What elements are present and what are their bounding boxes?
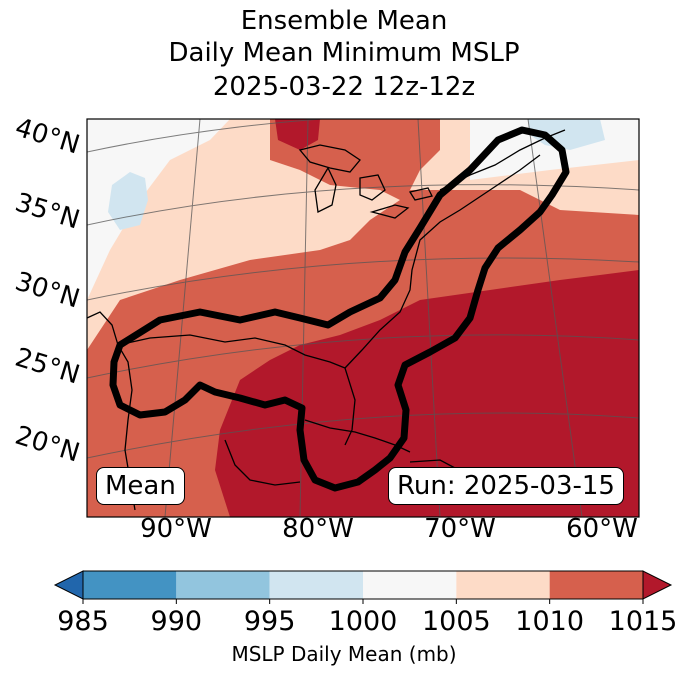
highlight-contour (109, 126, 570, 492)
lake-superior (298, 144, 361, 173)
colorbar-tick-label: 1005 (421, 606, 491, 637)
colorbar-tick-label: 985 (57, 606, 109, 637)
lake-michigan (314, 166, 337, 213)
field-1015-band (215, 270, 639, 517)
colorbar-tick-label: 1000 (328, 606, 398, 637)
colorbar-tick-label: 1015 (608, 606, 678, 637)
title-line-1: Ensemble Mean (240, 6, 448, 36)
coast-yucatan (224, 439, 301, 486)
colorbar-tick-label: 990 (150, 606, 203, 637)
gridline-25n (87, 334, 639, 379)
lon-label-80w: 80°W (282, 514, 354, 544)
colorbar-segment (269, 571, 363, 599)
lake-erie (369, 204, 410, 219)
lon-label-70w: 70°W (424, 514, 496, 544)
colorbar-extend-high (642, 570, 673, 600)
colorbar-segment (456, 571, 550, 599)
lake-huron (359, 174, 386, 201)
colorbar-segment (83, 571, 177, 599)
coast-hispaniola (409, 459, 456, 469)
map-area (87, 119, 639, 517)
colorbar (53, 570, 673, 604)
gridline-40n (87, 119, 329, 153)
lon-label-60w: 60°W (566, 514, 638, 544)
colorbar-tick-label: 995 (243, 606, 296, 637)
colorbar-extend-low (53, 570, 84, 600)
colorbar-label: MSLP Daily Mean (mb) (231, 642, 457, 666)
lake-ontario (408, 187, 433, 201)
gridline-60w (527, 119, 583, 517)
gridline-70w (417, 119, 441, 517)
field-1000-patch-ne (528, 119, 605, 150)
coast-mexico-west (87, 311, 136, 511)
lon-label-90w: 90°W (140, 514, 212, 544)
coast-east (344, 154, 541, 369)
colorbar-segment (176, 571, 270, 599)
run-date-box: Run: 2025-03-15 (388, 467, 624, 505)
gridline-20n (87, 412, 639, 459)
map-frame (86, 118, 640, 518)
colorbar-tick-label: 1010 (515, 606, 585, 637)
colorbar-segment (363, 571, 457, 599)
title-line-2: Daily Mean Minimum MSLP (168, 38, 520, 68)
coast-gulf (117, 334, 356, 446)
gridline-30n (87, 257, 639, 301)
field-1000-patch (108, 172, 148, 230)
field-1015-patch-ne (275, 119, 320, 150)
title-line-3: 2025-03-22 12z-12z (212, 72, 476, 102)
colorbar-segment (549, 571, 643, 599)
mean-label-box: Mean (96, 467, 185, 505)
